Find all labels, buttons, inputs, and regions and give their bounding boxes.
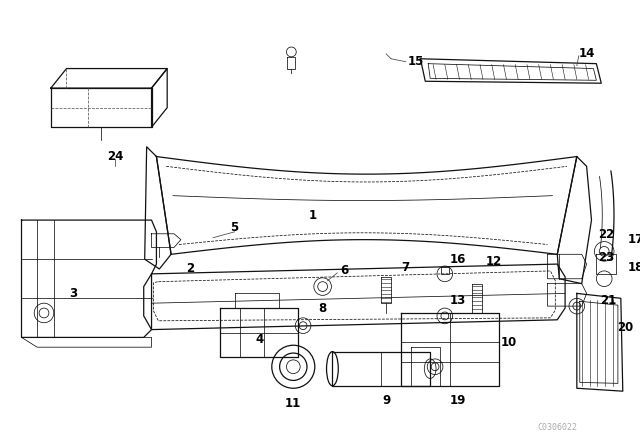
Text: 15: 15 [407, 55, 424, 68]
Text: 21: 21 [600, 294, 616, 307]
Text: 17: 17 [627, 233, 640, 246]
Text: 19: 19 [449, 394, 466, 408]
Text: 3: 3 [69, 287, 77, 300]
Text: C0306022: C0306022 [537, 423, 577, 432]
Text: 22: 22 [598, 228, 614, 241]
Text: 1: 1 [308, 209, 317, 222]
Text: 4: 4 [255, 333, 263, 346]
Text: 13: 13 [449, 294, 466, 307]
Text: 5: 5 [230, 221, 239, 234]
Text: 6: 6 [340, 264, 348, 277]
Text: 2: 2 [187, 263, 195, 276]
Text: 11: 11 [285, 397, 301, 410]
Text: 24: 24 [107, 150, 124, 163]
Text: 16: 16 [449, 253, 466, 266]
Text: 23: 23 [598, 251, 614, 264]
Text: 18: 18 [627, 261, 640, 274]
Text: 20: 20 [618, 321, 634, 334]
Text: 7: 7 [402, 261, 410, 274]
Text: 14: 14 [579, 47, 595, 60]
Text: 10: 10 [500, 336, 516, 349]
Text: 8: 8 [319, 302, 327, 314]
Text: 12: 12 [486, 254, 502, 267]
Text: 9: 9 [382, 394, 390, 408]
